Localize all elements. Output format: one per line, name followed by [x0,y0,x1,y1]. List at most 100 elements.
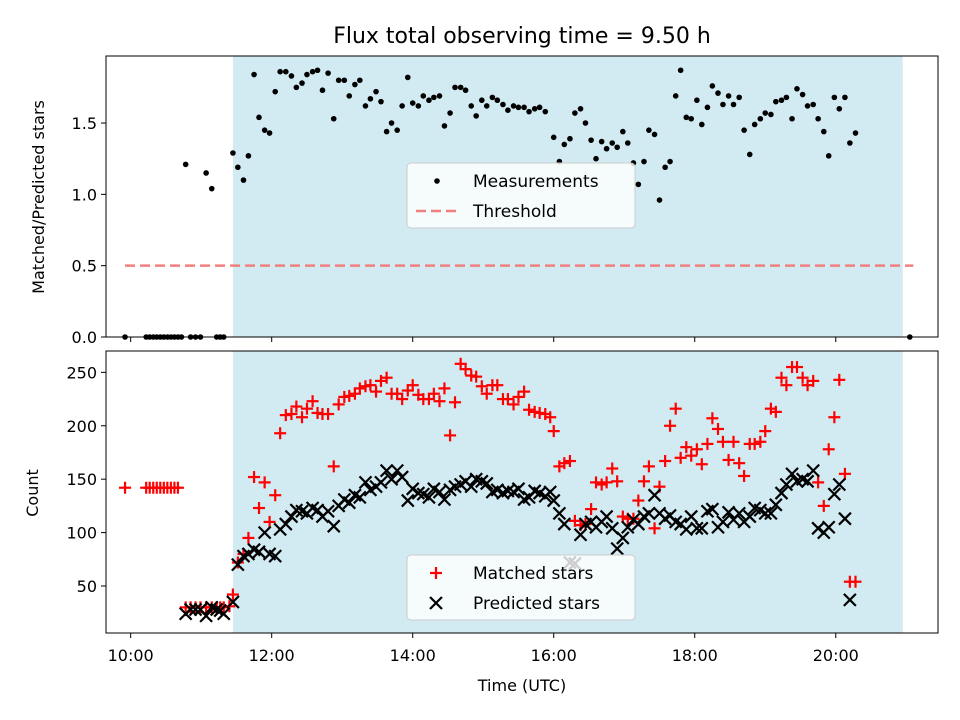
measurement-point [473,113,479,119]
measurement-point [762,110,769,116]
measurement-point [335,77,342,84]
measurement-point [500,101,506,108]
measurement-point [235,164,241,171]
legend-predicted-label: Predicted stars [473,594,600,614]
matched-star-point [664,419,677,432]
measurement-point [694,97,700,104]
measurement-point [277,68,283,75]
predicted-star-point [209,602,224,617]
measurement-point [593,155,599,162]
matched-star-point [754,435,767,448]
predicted-star-point [432,485,447,499]
matched-star-point [269,489,282,502]
measurement-point [531,105,538,112]
measurement-point [494,97,501,104]
matched-star-point [523,403,536,416]
matched-star-point [491,379,504,392]
predicted-star-point [800,474,815,489]
matched-star-point [263,515,276,528]
predicted-star-point [358,475,373,490]
measurement-point [314,67,321,74]
x-tick-label: 18:00 [672,646,718,665]
measurement-point [483,103,490,109]
predicted-star-point [183,602,198,617]
matched-star-point [701,437,714,450]
matched-star-point [364,379,377,392]
predicted-star-point [252,545,266,559]
measurement-point [441,123,448,129]
predicted-star-point [647,488,662,502]
matched-star-point [306,395,319,408]
predicted-star-point [395,470,409,484]
matched-star-point [449,396,462,409]
predicted-star-point [732,506,746,521]
measurement-point [325,70,331,76]
measurement-point [505,107,511,114]
matched-star-point [226,588,239,601]
predicted-star-point [543,485,557,499]
matched-star-point [849,575,862,588]
measurement-point [550,134,557,141]
predicted-star-point [231,557,245,572]
predicted-star-point [605,521,620,536]
measurement-point [426,97,432,104]
measurement-point [825,153,832,159]
predicted-star-point [437,492,452,507]
matched-star-point [406,379,419,392]
matched-star-point [685,449,698,462]
matched-star-point [544,411,557,424]
measurement-point [383,128,390,135]
legend-threshold-label: Threshold [472,202,557,222]
matched-star-point [300,402,313,415]
measurement-point [288,73,295,79]
predicted-star-point [620,520,635,535]
measurement-point [614,144,620,151]
measurement-point [409,100,416,106]
top-panel-ratio: 0.0 0.5 1.0 1.5 Matched/Predicted stars Mea… [29,55,939,347]
matched-star-point [828,411,841,424]
measurement-point [362,103,369,109]
measurement-point [526,108,532,115]
matched-star-point [833,373,846,386]
matched-star-point [706,412,719,425]
predicted-star-point [806,463,820,478]
matched-star-point [600,476,613,489]
x-tick-label: 16:00 [531,646,577,665]
matched-star-point [659,455,672,468]
measurement-point [773,98,779,105]
top-y-axis-label: Matched/Predicted stars [29,100,48,294]
matched-star-point [558,457,571,470]
matched-star-point [759,425,772,438]
measurement-point [266,130,273,136]
bottom-panel-counts: 50 100 150 200 250 10:00 12:00 14:00 16:00 18:00… [23,350,939,695]
measurement-point [468,103,475,109]
measurement-point [415,103,422,109]
y-tick-label: 50 [77,577,97,596]
predicted-star-point [821,520,836,535]
matched-star-point [119,481,132,494]
predicted-star-point [758,506,773,521]
measurement-point [304,71,310,78]
measurement-point [404,74,411,81]
predicted-star-point [422,490,436,505]
measurement-point [282,68,289,75]
matched-star-point [380,371,393,384]
predicted-star-point [769,498,783,512]
predicted-star-point [827,487,842,501]
measurement-point [720,101,726,108]
matched-star-point [585,503,598,516]
matched-star-point [695,458,708,471]
matched-star-point [769,405,782,418]
predicted-star-point [257,525,272,540]
legend-matched-label: Matched stars [473,564,593,584]
matched-star-point [231,556,244,569]
predicted-star-point [690,521,704,536]
predicted-star-point [379,463,394,478]
measurement-point [704,104,711,111]
predicted-star-point [226,595,240,609]
predicted-star-point [610,541,624,556]
measurement-point [603,145,610,152]
matched-star-point [274,427,287,440]
matched-star-point [748,437,761,450]
y-tick-label: 200 [66,417,97,436]
